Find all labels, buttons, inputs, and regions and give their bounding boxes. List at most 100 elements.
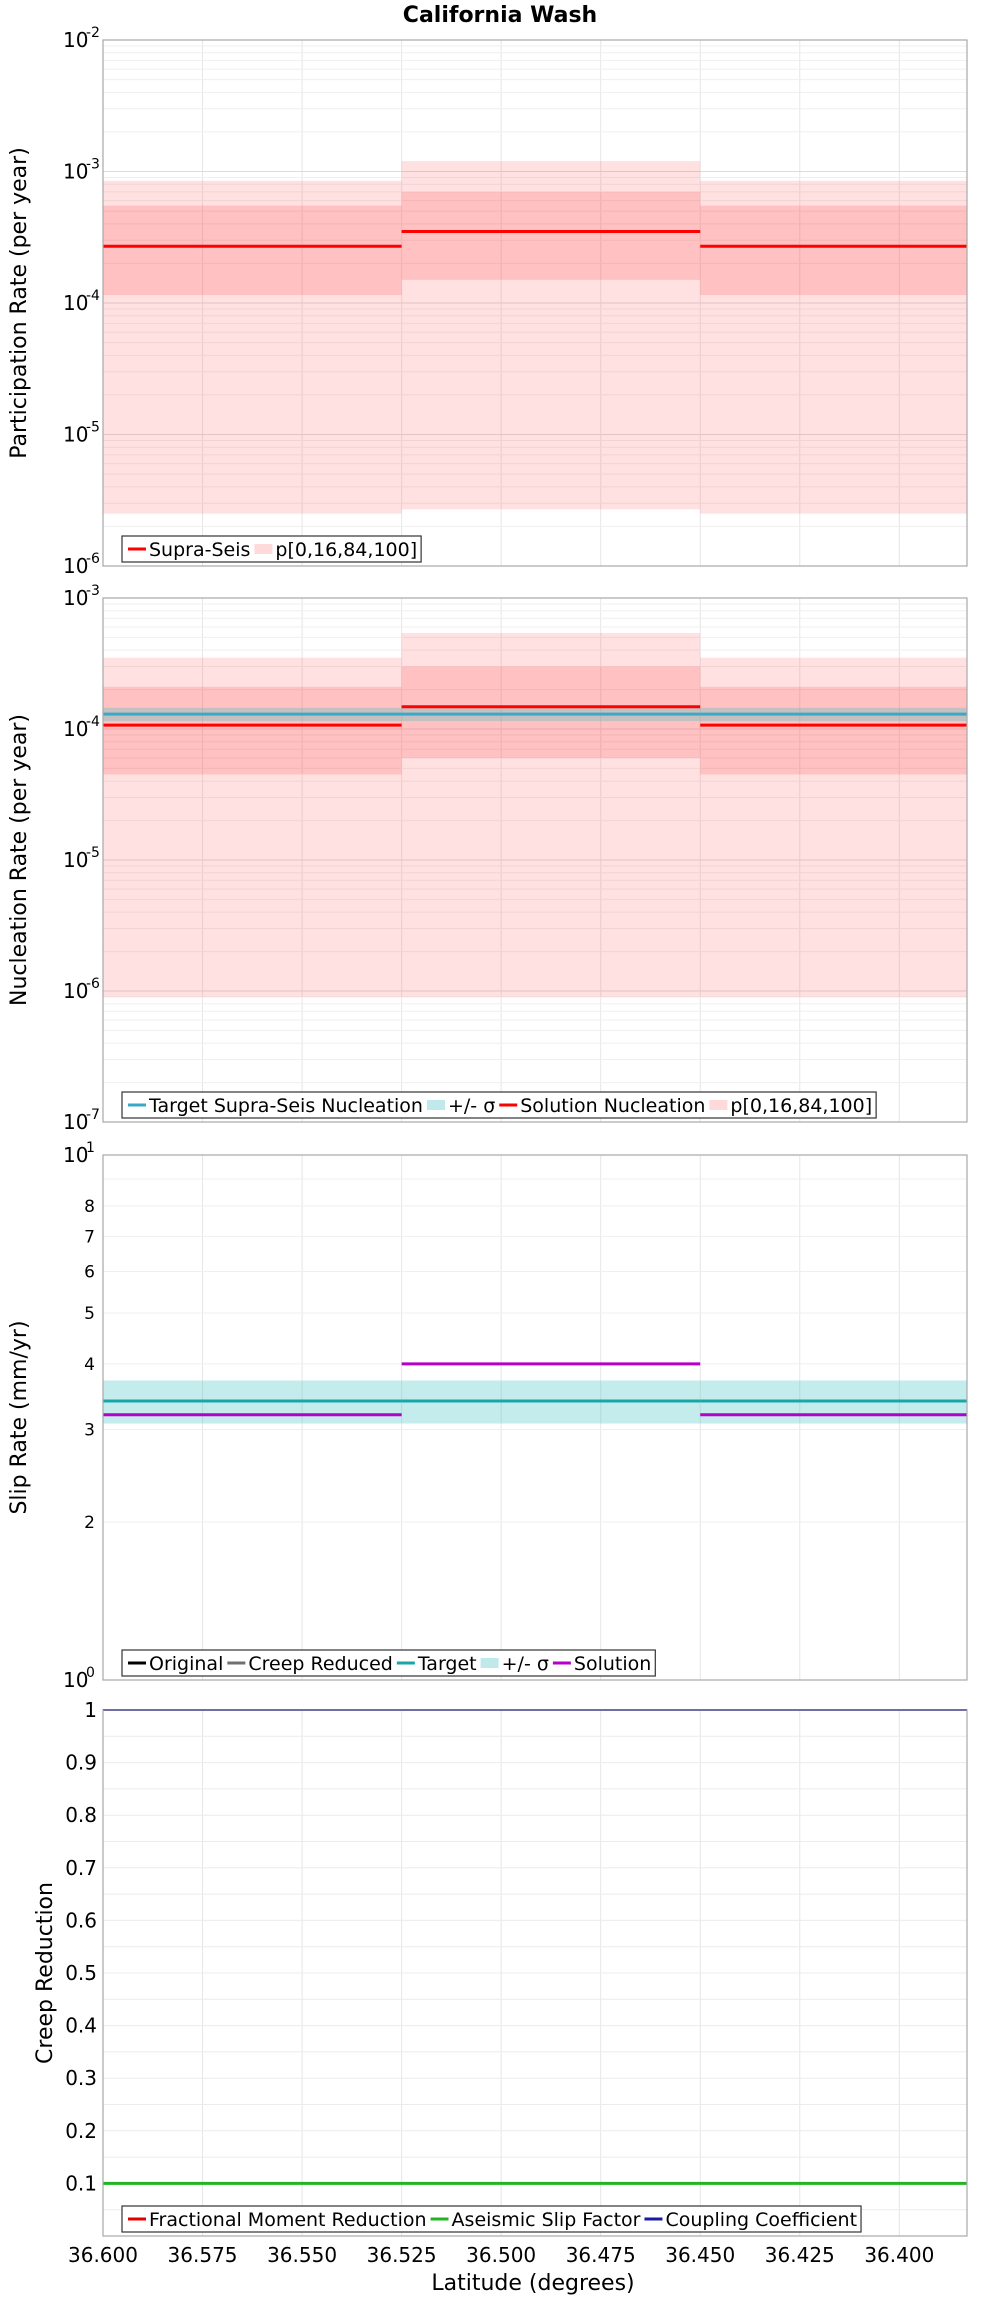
plot-frame — [102, 1709, 968, 2237]
legend-label: Aseismic Slip Factor — [452, 2209, 641, 2231]
plot-frame — [102, 597, 968, 1123]
band-p16-p84 — [401, 191, 701, 280]
legend: Supra-Seis p[0,16,84,100] — [121, 535, 422, 563]
x-tick-label: 36.600 — [68, 2243, 138, 2267]
y-axis-title: Participation Rate (per year) — [7, 147, 32, 459]
x-tick-label: 36.500 — [466, 2243, 536, 2267]
y-tick-label: 0.4 — [65, 2014, 97, 2038]
y-tick-exponent: -6 — [86, 976, 100, 992]
y-tick-label: 0.9 — [65, 1751, 97, 1775]
legend-frame — [121, 2205, 862, 2233]
y-tick-label: 10 — [63, 979, 88, 1003]
band-p16-p84 — [700, 205, 967, 296]
x-tick-label: 36.400 — [864, 2243, 934, 2267]
band-p16-p84 — [700, 686, 967, 775]
y-tick-label: 0.8 — [65, 1803, 97, 1827]
y-minor-tick-label: 3 — [84, 1421, 95, 1441]
y-tick-exponent: -2 — [86, 25, 100, 41]
legend-label: Original — [149, 1653, 223, 1675]
y-tick-label: 10 — [63, 848, 88, 872]
legend-swatch — [426, 1100, 445, 1110]
y-tick-label: 0.1 — [65, 2171, 97, 2195]
y-tick-exponent: -6 — [86, 551, 100, 567]
legend-label: Target Supra-Seis Nucleation — [148, 1095, 423, 1117]
band-p16-p84 — [103, 205, 402, 296]
y-minor-tick-label: 5 — [84, 1304, 95, 1324]
legend-label: Fractional Moment Reduction — [149, 2209, 427, 2231]
y-minor-tick-label: 8 — [84, 1197, 95, 1217]
legend-label: Supra-Seis — [149, 539, 250, 561]
x-tick-label: 36.450 — [665, 2243, 735, 2267]
y-tick-label: 10 — [63, 586, 88, 610]
legend-label: +/- σ — [502, 1653, 549, 1675]
y-tick-label: 10 — [63, 28, 88, 52]
legend-frame — [121, 1091, 877, 1119]
y-axis-title: Slip Rate (mm/yr) — [7, 1320, 32, 1514]
legend-swatch — [480, 1658, 499, 1668]
y-minor-tick-label: 4 — [84, 1355, 95, 1375]
y-tick-exponent: -5 — [86, 845, 100, 861]
band-p16-p84 — [401, 666, 701, 759]
band-p0-p100 — [401, 161, 701, 510]
y-tick-label: 1 — [84, 1698, 97, 1722]
y-tick-label: 0.6 — [65, 1908, 97, 1932]
legend-label: Solution Nucleation — [520, 1095, 705, 1117]
y-tick-label: 10 — [63, 1668, 88, 1692]
y-axis-title: Nucleation Rate (per year) — [7, 714, 32, 1006]
y-minor-tick-label: 7 — [84, 1227, 95, 1247]
y-tick-exponent: -3 — [86, 583, 100, 599]
legend-label: p[0,16,84,100] — [730, 1095, 872, 1117]
y-tick-label: 0.3 — [65, 2066, 97, 2090]
x-tick-label: 36.550 — [267, 2243, 337, 2267]
y-tick-label: 10 — [63, 1143, 88, 1167]
plot-frame — [102, 1154, 968, 1681]
x-tick-label: 36.475 — [566, 2243, 636, 2267]
band-p0-p100 — [401, 633, 701, 997]
y-tick-label: 0.7 — [65, 1856, 97, 1880]
y-tick-label: 10 — [63, 554, 88, 578]
legend-label: Coupling Coefficient — [665, 2209, 857, 2231]
y-minor-tick-label: 6 — [84, 1262, 95, 1282]
y-tick-exponent: -5 — [86, 420, 100, 436]
x-tick-label: 36.575 — [168, 2243, 238, 2267]
y-tick-exponent: -4 — [86, 714, 100, 730]
legend: Fractional Moment Reduction Aseismic Slip… — [121, 2205, 862, 2233]
y-tick-exponent: 1 — [86, 1140, 95, 1156]
y-tick-label: 0.2 — [65, 2119, 97, 2143]
y-tick-label: 10 — [63, 1110, 88, 1134]
y-tick-exponent: -3 — [86, 157, 100, 173]
y-axis-title: Creep Reduction — [33, 1882, 58, 2064]
plot-frame — [102, 39, 968, 567]
legend-label: Creep Reduced — [248, 1653, 392, 1675]
y-tick-exponent: -7 — [86, 1107, 100, 1123]
x-axis-title: Latitude (degrees) — [431, 2271, 634, 2296]
y-tick-exponent: -4 — [86, 288, 100, 304]
y-minor-tick-label: 2 — [84, 1513, 95, 1533]
y-tick-exponent: 0 — [86, 1665, 95, 1681]
plot-background — [103, 1155, 967, 1680]
legend-label: +/- σ — [448, 1095, 495, 1117]
legend-label: Solution — [574, 1653, 651, 1675]
y-tick-label: 0.5 — [65, 1961, 97, 1985]
band-p0-p100 — [700, 180, 967, 514]
legend-frame — [121, 1649, 656, 1677]
x-tick-label: 36.525 — [367, 2243, 437, 2267]
chart-title: California Wash — [403, 3, 597, 28]
legend: Target Supra-Seis Nucleation +/- σ Solutio… — [121, 1091, 877, 1119]
legend-swatch — [709, 1100, 728, 1110]
legend: Original Creep Reduced Target +/- σ Solution — [121, 1649, 656, 1677]
band-p16-p84 — [103, 686, 402, 775]
y-tick-label: 10 — [63, 423, 88, 447]
panel-4: 0.1 0.2 0.3 0.4 0.5 0.6 0.7 0.8 0.9 1 Creep Reduct… — [33, 1698, 968, 2237]
band-p0-p100 — [103, 180, 402, 514]
y-tick-label: 10 — [63, 291, 88, 315]
legend-label: p[0,16,84,100] — [275, 539, 417, 561]
legend-label: Target — [417, 1653, 477, 1675]
y-tick-label: 10 — [63, 717, 88, 741]
